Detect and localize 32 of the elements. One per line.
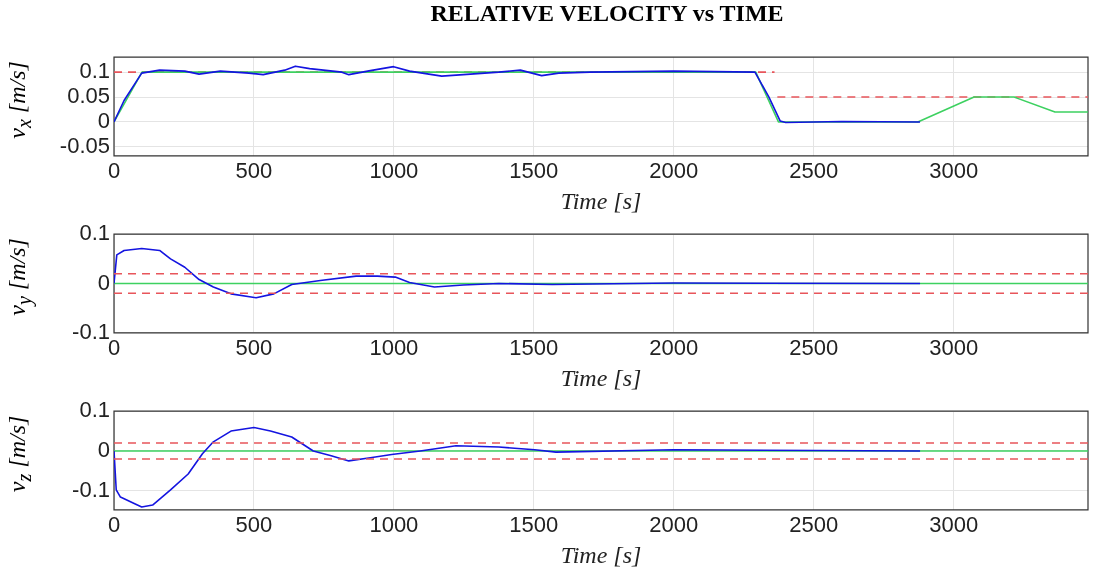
- chart-title: RELATIVE VELOCITY vs TIME: [429, 0, 785, 28]
- x-tick-label: 500: [235, 335, 273, 361]
- x-tick-label: 2000: [649, 335, 699, 361]
- x-tick-label: 2000: [649, 512, 699, 538]
- x-tick-label: 3000: [929, 158, 979, 184]
- x-tick-label: 2500: [789, 335, 839, 361]
- x-tick-label: 2000: [649, 158, 699, 184]
- y-tick-label: -0.05: [59, 132, 110, 158]
- y-tick-label: 0.05: [67, 83, 110, 109]
- y-tick-label: -0.1: [72, 476, 110, 502]
- x-tick-label: 1500: [509, 512, 559, 538]
- y-tick-label: 0.1: [79, 58, 110, 84]
- x-tick-label: 1500: [509, 158, 559, 184]
- y-tick-label: 0: [97, 269, 110, 295]
- x-tick-label: 3000: [929, 335, 979, 361]
- x-tick-label: 2500: [789, 158, 839, 184]
- x-axis-title: Time [s]: [560, 541, 642, 568]
- y-tick-label: 0.1: [79, 397, 110, 423]
- x-tick-label: 500: [235, 512, 273, 538]
- y-tick-label: -0.1: [72, 318, 110, 344]
- y-tick-label: 0: [97, 108, 110, 133]
- y-tick-label: 0.1: [79, 220, 110, 246]
- x-tick-label: 2500: [789, 512, 839, 538]
- x-tick-label: 1500: [509, 335, 559, 361]
- x-tick-label: 3000: [929, 512, 979, 538]
- x-tick-label: 1000: [369, 335, 419, 361]
- x-axis-title: Time [s]: [560, 187, 642, 214]
- x-tick-label: 1000: [369, 158, 419, 184]
- y-tick-label: 0: [97, 437, 110, 463]
- x-tick-label: 1000: [369, 512, 419, 538]
- x-axis-title: Time [s]: [560, 364, 642, 391]
- x-tick-label: 500: [235, 158, 273, 184]
